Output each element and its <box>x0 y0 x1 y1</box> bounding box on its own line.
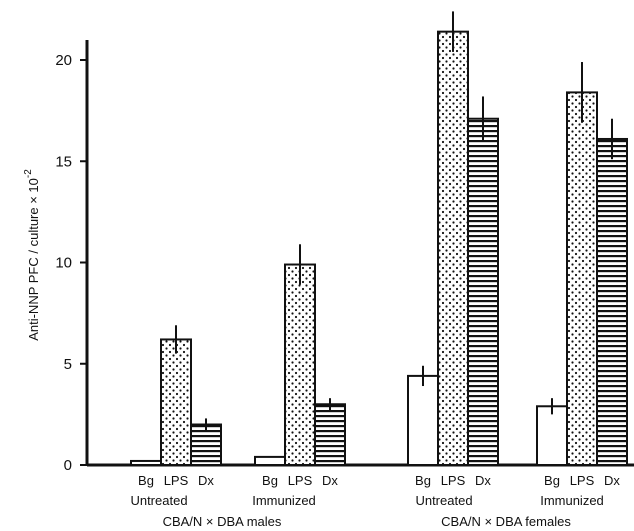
bar-label-bg: Bg <box>544 473 560 488</box>
bar-dx-group-3 <box>467 117 499 466</box>
y-tick-label: 15 <box>55 153 72 170</box>
y-tick-label: 20 <box>55 52 72 69</box>
category-labels: Bg LPS Dx Bg LPS Dx Bg LPS Dx Bg LPS Dx <box>138 473 620 488</box>
strain-label-females: CBA/N × DBA females <box>441 514 571 529</box>
svg-text:Anti-NNP PFC / culture × 10-2: Anti-NNP PFC / culture × 10-2 <box>23 169 41 341</box>
strain-label-males: CBA/N × DBA males <box>163 514 282 529</box>
bar-lps-group-2 <box>284 263 316 466</box>
y-axis-exponent: -2 <box>23 169 34 178</box>
bar-label-dx: Dx <box>604 473 620 488</box>
bar-label-lps: LPS <box>441 473 466 488</box>
bar-dx-group-1 <box>190 423 222 466</box>
bar-label-bg: Bg <box>138 473 154 488</box>
y-tick-label: 5 <box>64 356 72 373</box>
treatment-label: Untreated <box>415 493 472 508</box>
bar-lps-group-1 <box>160 338 192 467</box>
bar-label-lps: LPS <box>570 473 595 488</box>
bar-dx-group-2 <box>314 403 346 466</box>
bar-bg-group-2 <box>254 455 286 466</box>
group-label-4: Immunized <box>540 493 604 508</box>
bar-bg-group-4 <box>536 405 568 466</box>
bars <box>130 11 628 467</box>
y-ticks: 0 5 10 15 20 <box>55 52 88 474</box>
bar-dx-group-4 <box>596 137 628 466</box>
bar-label-bg: Bg <box>415 473 431 488</box>
treatment-label: Untreated <box>130 493 187 508</box>
y-axis-title: Anti-NNP PFC / culture × 10-2 <box>23 169 41 341</box>
y-tick-label: 10 <box>55 255 72 272</box>
bar-bg-group-3 <box>407 374 439 466</box>
bar-label-lps: LPS <box>164 473 189 488</box>
bar-label-dx: Dx <box>475 473 491 488</box>
bar-lps-group-4 <box>566 91 598 467</box>
y-axis-label: Anti-NNP PFC / culture × 10 <box>26 178 41 341</box>
y-tick-label: 0 <box>64 457 72 474</box>
bar-label-dx: Dx <box>198 473 214 488</box>
treatment-label: Immunized <box>540 493 604 508</box>
group-label-2: Immunized <box>252 493 316 508</box>
bar-lps-group-3 <box>437 30 469 467</box>
treatment-label: Immunized <box>252 493 316 508</box>
group-label-1: Untreated <box>130 493 187 508</box>
bar-bg-group-1 <box>130 459 162 467</box>
group-label-3: Untreated <box>415 493 472 508</box>
bar-label-lps: LPS <box>288 473 313 488</box>
bar-label-bg: Bg <box>262 473 278 488</box>
bar-label-dx: Dx <box>322 473 338 488</box>
